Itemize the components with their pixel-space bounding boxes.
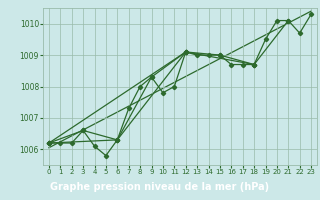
Text: Graphe pression niveau de la mer (hPa): Graphe pression niveau de la mer (hPa) xyxy=(51,182,269,192)
